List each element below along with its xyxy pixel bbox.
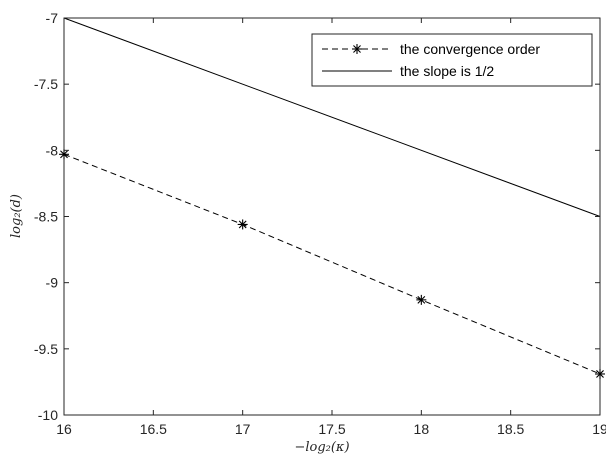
y-axis-label: log₂(d) [9, 194, 24, 238]
data-point-marker [59, 149, 69, 160]
legend-label: the convergence order [400, 41, 540, 57]
x-tick-label: 19 [592, 421, 606, 437]
series-layer [59, 17, 605, 379]
y-tick-label: -7 [46, 10, 59, 26]
data-point-marker [416, 294, 427, 305]
x-tick-label: 17.5 [318, 421, 345, 437]
y-tick-label: -8.5 [34, 209, 58, 225]
series-line [63, 17, 601, 217]
y-tick-label: -10 [38, 407, 58, 423]
y-tick-label: -7.5 [34, 76, 58, 92]
legend-label: the slope is 1/2 [400, 63, 494, 79]
x-tick-label: 17 [235, 421, 251, 437]
x-tick-label: 18.5 [497, 421, 524, 437]
y-tick-label: -9 [46, 275, 59, 291]
y-tick-label: -9.5 [34, 341, 58, 357]
series-line [63, 153, 601, 375]
legend: the convergence order the slope is 1/2 [311, 33, 593, 87]
ticks-layer: 16 16.5 17 17.5 18 18.5 19 -7 -7.5 -8 -8.5 -9 -9.5 -1… [34, 10, 606, 437]
x-tick-label: 16.5 [140, 421, 167, 437]
legend-box [311, 33, 593, 87]
x-tick-label: 16 [56, 421, 72, 437]
y-tick-label: -8 [46, 142, 59, 158]
data-point-marker [595, 368, 605, 379]
legend-marker [352, 44, 362, 54]
x-tick-label: 18 [414, 421, 430, 437]
data-point-marker [237, 219, 248, 230]
x-axis-label: −log₂(κ) [294, 440, 349, 455]
